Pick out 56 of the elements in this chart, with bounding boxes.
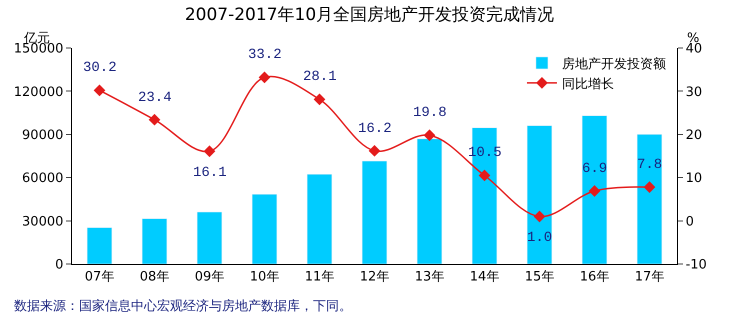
data-label: 16.1 xyxy=(193,165,227,181)
data-label: 28.1 xyxy=(303,69,337,85)
x-tick-label: 17年 xyxy=(634,270,664,285)
point xyxy=(424,129,436,142)
point xyxy=(258,72,270,84)
point xyxy=(314,94,326,106)
y2-tick-label: 20 xyxy=(686,128,702,143)
y2-tick-label: 10 xyxy=(686,171,702,186)
point xyxy=(534,210,546,222)
point xyxy=(148,114,160,126)
point xyxy=(204,145,216,158)
y2-tick-label: -10 xyxy=(686,258,707,273)
bar xyxy=(526,125,552,264)
data-label: 7.8 xyxy=(637,157,662,173)
chart-title: 2007-2017年10月全国房地产开发投资完成情况 xyxy=(184,5,554,26)
y-tick-label: 30000 xyxy=(22,214,64,230)
y-tick-label: 120000 xyxy=(14,84,64,100)
x-tick-label: 13年 xyxy=(414,270,444,285)
x-tick-label: 11年 xyxy=(304,270,334,285)
x-tick-label: 15年 xyxy=(524,270,554,285)
x-tick-label: 16年 xyxy=(580,270,610,285)
data-label: 23.4 xyxy=(138,90,172,106)
y2-tick-label: 0 xyxy=(686,214,694,230)
bar xyxy=(252,194,278,264)
point xyxy=(588,185,600,197)
legend-label: 同比增长 xyxy=(562,76,614,92)
y-tick-label: 90000 xyxy=(22,128,64,143)
bar xyxy=(86,227,112,264)
bar xyxy=(362,160,388,264)
x-tick-label: 07年 xyxy=(84,270,114,285)
bar xyxy=(306,174,332,264)
bar xyxy=(582,115,608,264)
x-tick-label: 10年 xyxy=(250,270,280,285)
data-label: 1.0 xyxy=(527,230,552,246)
point xyxy=(644,181,656,193)
y2-tick-label: 30 xyxy=(686,84,702,100)
legend-label: 房地产开发投资额 xyxy=(562,56,666,72)
y-tick-label: 60000 xyxy=(22,171,64,186)
point xyxy=(478,170,490,182)
bar xyxy=(142,218,168,264)
x-tick-label: 09年 xyxy=(194,270,224,285)
bar xyxy=(196,212,222,264)
bar xyxy=(416,138,442,264)
point xyxy=(94,84,106,96)
data-label: 19.8 xyxy=(413,105,447,121)
x-tick-label: 12年 xyxy=(360,270,390,285)
x-tick-label: 14年 xyxy=(470,270,500,285)
y-tick-label: 0 xyxy=(55,258,64,273)
data-label: 16.2 xyxy=(358,121,392,137)
x-tick-label: 08年 xyxy=(140,270,170,285)
data-label: 33.2 xyxy=(248,47,282,63)
data-label: 6.9 xyxy=(582,161,608,177)
source-note: 数据来源：国家信息中心宏观经济与房地产数据库，下同。 xyxy=(14,298,352,314)
bar xyxy=(636,134,662,264)
point xyxy=(368,144,380,157)
data-label: 30.2 xyxy=(83,60,117,76)
